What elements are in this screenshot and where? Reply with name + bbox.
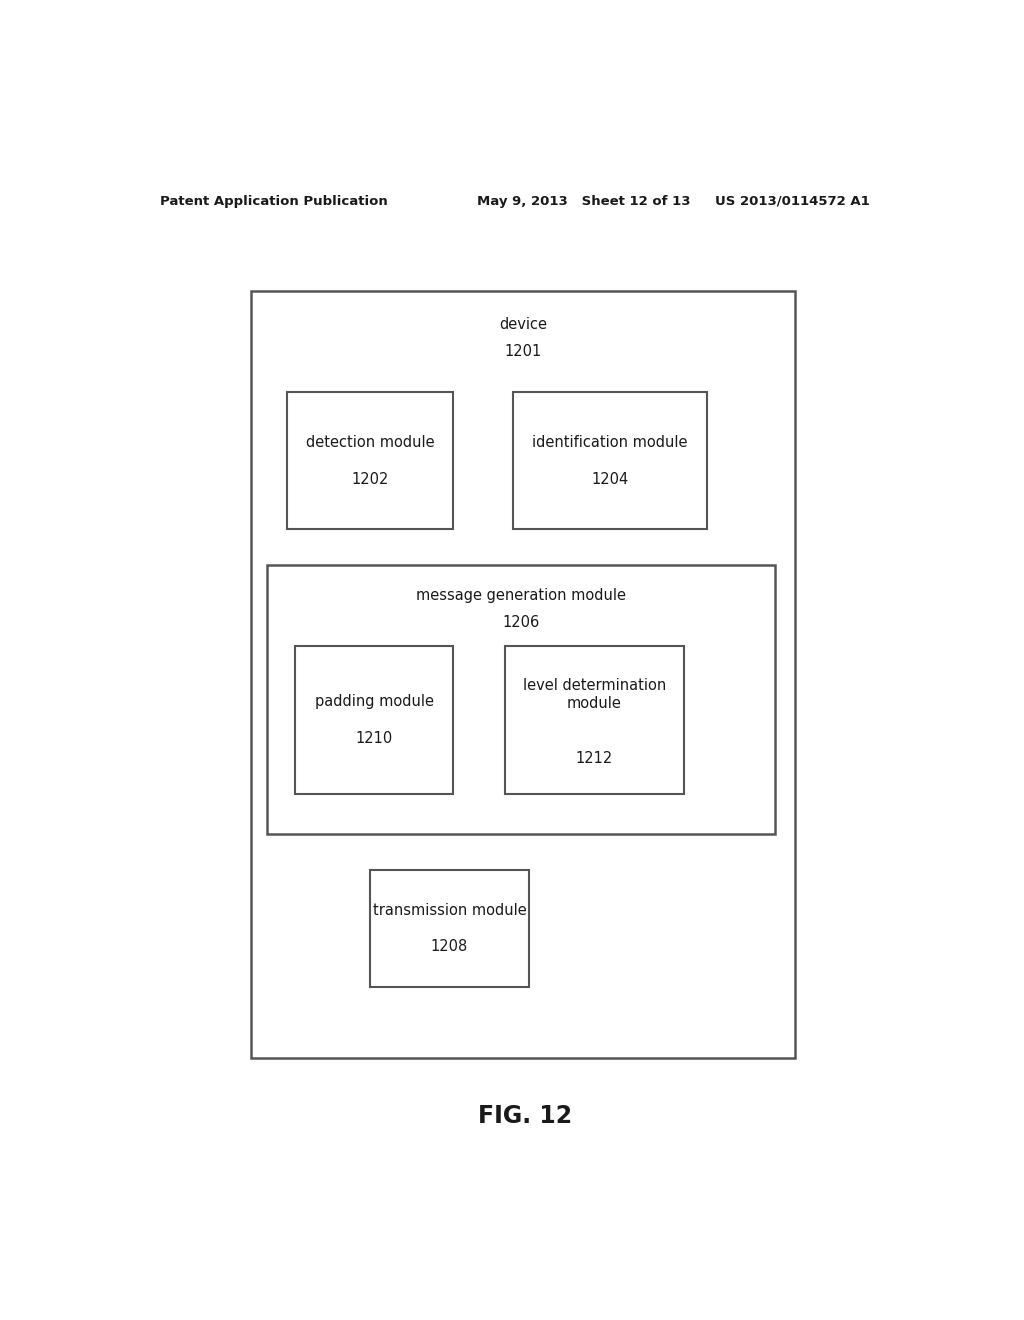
FancyBboxPatch shape (287, 392, 454, 529)
Text: May 9, 2013   Sheet 12 of 13: May 9, 2013 Sheet 12 of 13 (477, 194, 690, 207)
FancyBboxPatch shape (295, 647, 454, 793)
Text: 1210: 1210 (355, 731, 392, 746)
FancyBboxPatch shape (251, 290, 795, 1057)
FancyBboxPatch shape (505, 647, 684, 793)
Text: 1202: 1202 (351, 471, 389, 487)
Text: detection module: detection module (306, 436, 434, 450)
Text: US 2013/0114572 A1: US 2013/0114572 A1 (715, 194, 870, 207)
Text: 1208: 1208 (431, 939, 468, 954)
Text: FIG. 12: FIG. 12 (478, 1104, 571, 1127)
Text: message generation module: message generation module (416, 587, 626, 603)
Text: 1206: 1206 (502, 615, 540, 631)
Text: device: device (499, 317, 547, 331)
Text: level determination
module: level determination module (522, 678, 666, 710)
Text: 1201: 1201 (504, 345, 542, 359)
Text: padding module: padding module (314, 694, 433, 709)
FancyBboxPatch shape (370, 870, 528, 987)
Text: transmission module: transmission module (373, 903, 526, 917)
Text: 1212: 1212 (575, 751, 613, 766)
Text: identification module: identification module (532, 436, 688, 450)
FancyBboxPatch shape (267, 565, 775, 834)
Text: Patent Application Publication: Patent Application Publication (160, 194, 387, 207)
Text: 1204: 1204 (592, 471, 629, 487)
FancyBboxPatch shape (513, 392, 708, 529)
